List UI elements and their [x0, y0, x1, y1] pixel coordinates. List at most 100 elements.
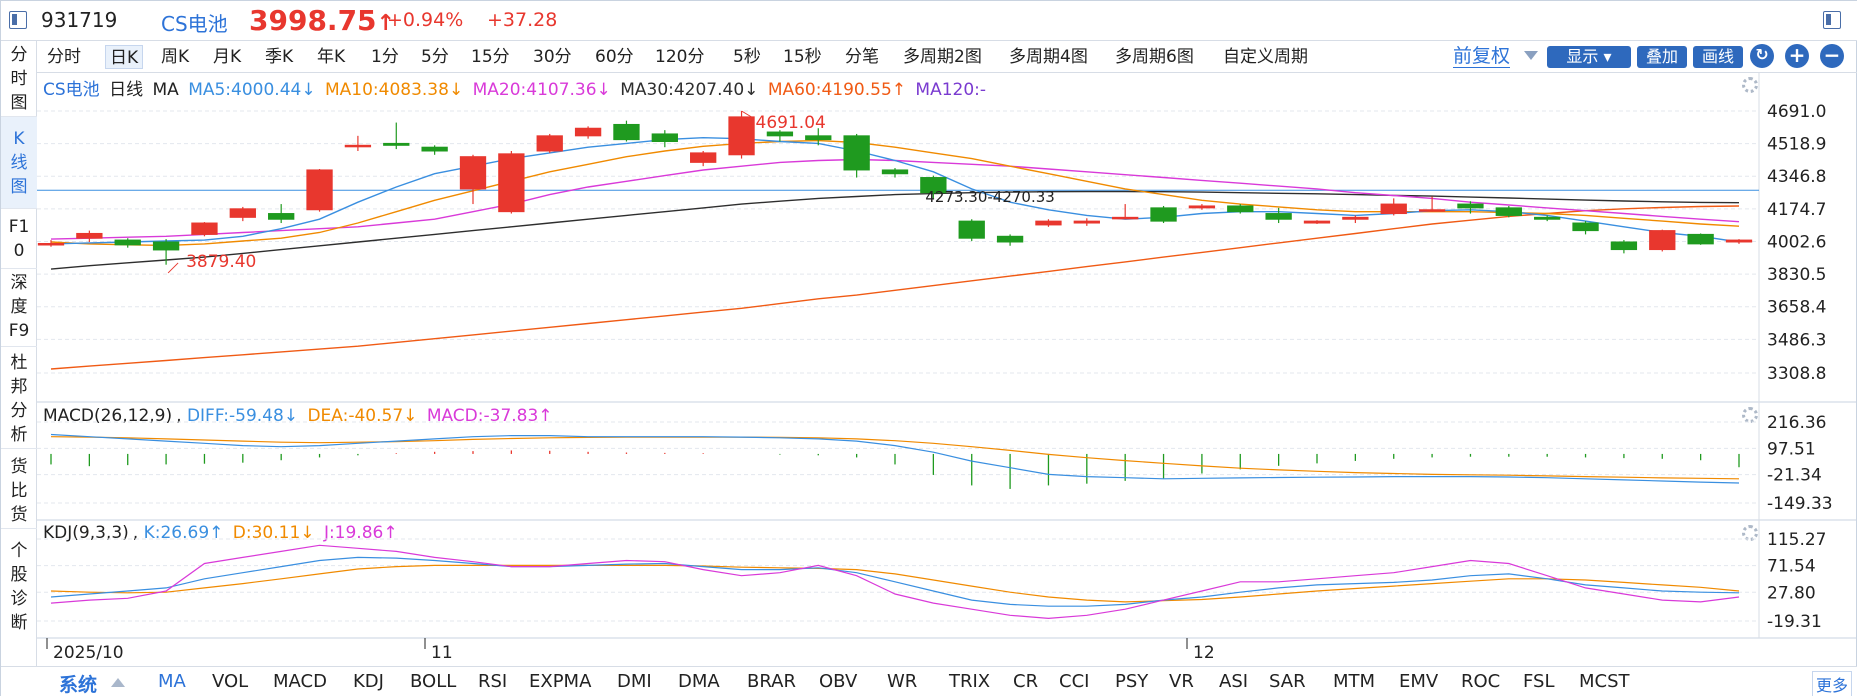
low-marker [167, 262, 179, 274]
indicator-boll[interactable]: BOLL [410, 671, 457, 692]
candle-body [613, 123, 640, 141]
system-indicator-button[interactable]: 系统 [59, 674, 98, 696]
period-12[interactable]: 5秒 [733, 47, 761, 67]
legend-ma: MA [152, 80, 179, 100]
candle-body [651, 133, 678, 143]
indicator-dma[interactable]: DMA [678, 671, 720, 692]
stock-name[interactable]: CS电池 [161, 12, 228, 36]
candle-body [1649, 230, 1676, 251]
macd-title: MACD(26,12,9) [43, 406, 173, 426]
indicator-obv[interactable]: OBV [819, 671, 858, 692]
kdj-axis-label: 71.54 [1767, 557, 1816, 577]
main-axis-label: 3658.4 [1767, 298, 1826, 318]
main-axis-label: 3830.5 [1767, 265, 1826, 285]
low-label: 3879.40 [186, 252, 256, 272]
period-7[interactable]: 5分 [421, 47, 449, 67]
draw-line-button[interactable]: 画线 [1693, 46, 1743, 68]
candle-body [805, 135, 832, 141]
candle-body [690, 152, 717, 163]
period-17[interactable]: 多周期6图 [1115, 47, 1194, 67]
period-6[interactable]: 1分 [371, 47, 399, 67]
kdj-legend: KDJ(9,3,3), K:26.69↑ D:30.11↓ J:19.86↑ [43, 523, 398, 543]
indicator-expma[interactable]: EXPMA [529, 671, 592, 692]
indicator-asi[interactable]: ASI [1219, 671, 1249, 692]
side-tab-f10[interactable]: F10 [1, 209, 37, 269]
main-settings-gear-icon[interactable] [1742, 77, 1758, 93]
adjust-mode-link[interactable]: 前复权 [1453, 45, 1511, 68]
macd-dea: DEA:-40.57↓ [307, 406, 418, 426]
indicator-mtm[interactable]: MTM [1333, 671, 1376, 692]
panel-toggle-icon[interactable] [9, 11, 27, 29]
kdj-title: KDJ(9,3,3) [43, 523, 129, 543]
indicator-rsi[interactable]: RSI [478, 671, 508, 692]
indicator-brar[interactable]: BRAR [747, 671, 796, 692]
quote-header: 931719 CS电池 3998.75↑ +0.94% +37.28 [1, 1, 1857, 41]
change-amount: +37.28 [487, 9, 558, 31]
ma30-line [50, 190, 1740, 270]
indicator-vol[interactable]: VOL [212, 671, 249, 692]
period-13[interactable]: 15秒 [783, 47, 822, 67]
indicator-mcst[interactable]: MCST [1579, 671, 1630, 692]
candle-body [114, 239, 141, 246]
kdj-axis-label: 115.27 [1767, 530, 1826, 550]
indicator-fsl[interactable]: FSL [1523, 671, 1555, 692]
period-18[interactable]: 自定义周期 [1223, 47, 1308, 67]
zoom-in-button[interactable]: + [1785, 44, 1809, 68]
side-tab-diagnosis[interactable]: 个股诊断 [10, 541, 28, 633]
indicator-roc[interactable]: ROC [1461, 671, 1501, 692]
candle-body [843, 135, 870, 171]
indicator-emv[interactable]: EMV [1399, 671, 1439, 692]
candle-body [76, 232, 103, 239]
period-16[interactable]: 多周期4图 [1009, 47, 1088, 67]
indicator-cr[interactable]: CR [1013, 671, 1039, 692]
period-bar: 分时 日K 周K 月K 季K 年K 1分 5分 15分 30分 60分 120分 5秒 15秒 分笔 多周期2… [37, 41, 1857, 73]
period-10[interactable]: 60分 [595, 47, 634, 67]
indicator-vr[interactable]: VR [1169, 671, 1194, 692]
period-11[interactable]: 120分 [655, 47, 705, 67]
main-legend: CS电池 日线 MA MA5:4000.44↓ MA10:4083.38↓ MA… [43, 75, 990, 100]
kdj-settings-gear-icon[interactable] [1742, 525, 1758, 541]
candle-body [191, 222, 218, 235]
period-8[interactable]: 15分 [471, 47, 510, 67]
period-4[interactable]: 季K [265, 47, 294, 67]
side-tab-dupont[interactable]: 杜邦分析 [1, 347, 37, 449]
period-14[interactable]: 分笔 [845, 47, 879, 67]
indicator-kdj[interactable]: KDJ [353, 671, 384, 692]
period-2[interactable]: 周K [161, 47, 190, 67]
candle-body [1188, 205, 1216, 209]
indicator-sar[interactable]: SAR [1269, 671, 1306, 692]
indicator-trix[interactable]: TRIX [949, 671, 991, 692]
macd-settings-gear-icon[interactable] [1742, 407, 1758, 423]
more-indicators-button[interactable]: 更多 [1811, 671, 1852, 696]
side-tab-depth[interactable]: 深度F9 [1, 269, 37, 347]
zoom-out-button[interactable]: − [1820, 44, 1844, 68]
indicator-psy[interactable]: PSY [1115, 671, 1149, 692]
indicator-bar: 系统 更多 MA VOL MACD KDJ BOLL RSI EXPMA DMI DMA BRAR… [1, 666, 1857, 696]
indicator-ma[interactable]: MA [158, 671, 186, 692]
period-3[interactable]: 月K [213, 47, 242, 67]
period-15[interactable]: 多周期2图 [903, 47, 982, 67]
period-9[interactable]: 30分 [533, 47, 572, 67]
indicator-wr[interactable]: WR [887, 671, 918, 692]
side-tab-kline[interactable]: K线图 [1, 117, 37, 209]
period-0[interactable]: 分时 [47, 47, 81, 67]
candle-body [1265, 213, 1292, 220]
period-1[interactable]: 日K [105, 45, 144, 69]
indicator-macd[interactable]: MACD [273, 671, 327, 692]
side-tab-compare[interactable]: 货比货 [1, 449, 37, 529]
overlay-button[interactable]: 叠加 [1637, 46, 1687, 68]
system-dropdown-icon[interactable] [111, 678, 125, 687]
side-tab-timeshare[interactable]: 分时图 [1, 41, 37, 117]
candle-body [728, 116, 755, 156]
indicator-dmi[interactable]: DMI [617, 671, 652, 692]
candle-body [1572, 222, 1599, 232]
adjust-dropdown-icon[interactable] [1524, 51, 1538, 60]
display-button[interactable]: 显示 ▾ [1547, 46, 1631, 68]
indicator-cci[interactable]: CCI [1059, 671, 1090, 692]
window-toggle-icon[interactable] [1823, 11, 1841, 29]
refresh-icon[interactable]: ↻ [1750, 44, 1774, 68]
period-5[interactable]: 年K [317, 47, 346, 67]
candle-body [268, 213, 295, 220]
